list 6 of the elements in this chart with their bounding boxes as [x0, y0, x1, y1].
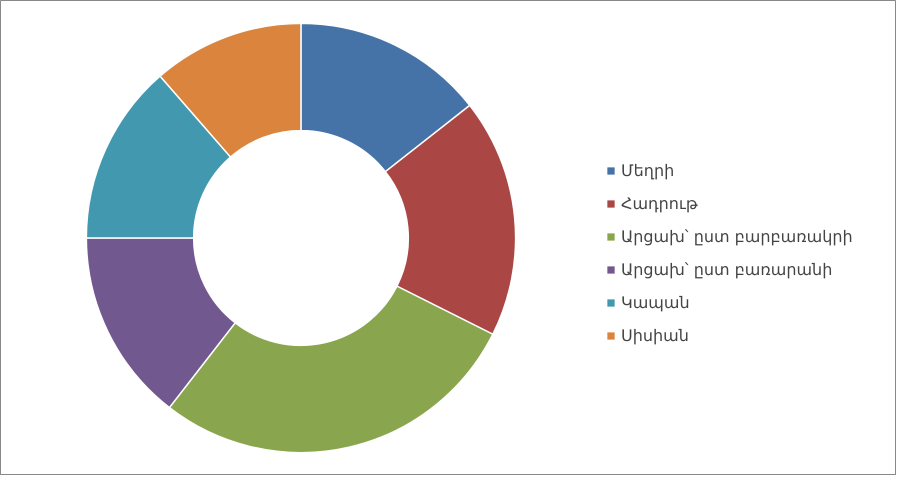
- legend-label: Հադրութ: [621, 194, 698, 213]
- legend-label: Կապան: [621, 293, 690, 312]
- legend-label: Սիսիան: [621, 326, 689, 345]
- legend-label: Արցախ՝ ըստ բարբառակրի: [621, 227, 853, 246]
- legend-label: Մեղրի: [621, 161, 674, 180]
- legend-label: Արցախ՝ ըստ բառարանի: [621, 260, 832, 279]
